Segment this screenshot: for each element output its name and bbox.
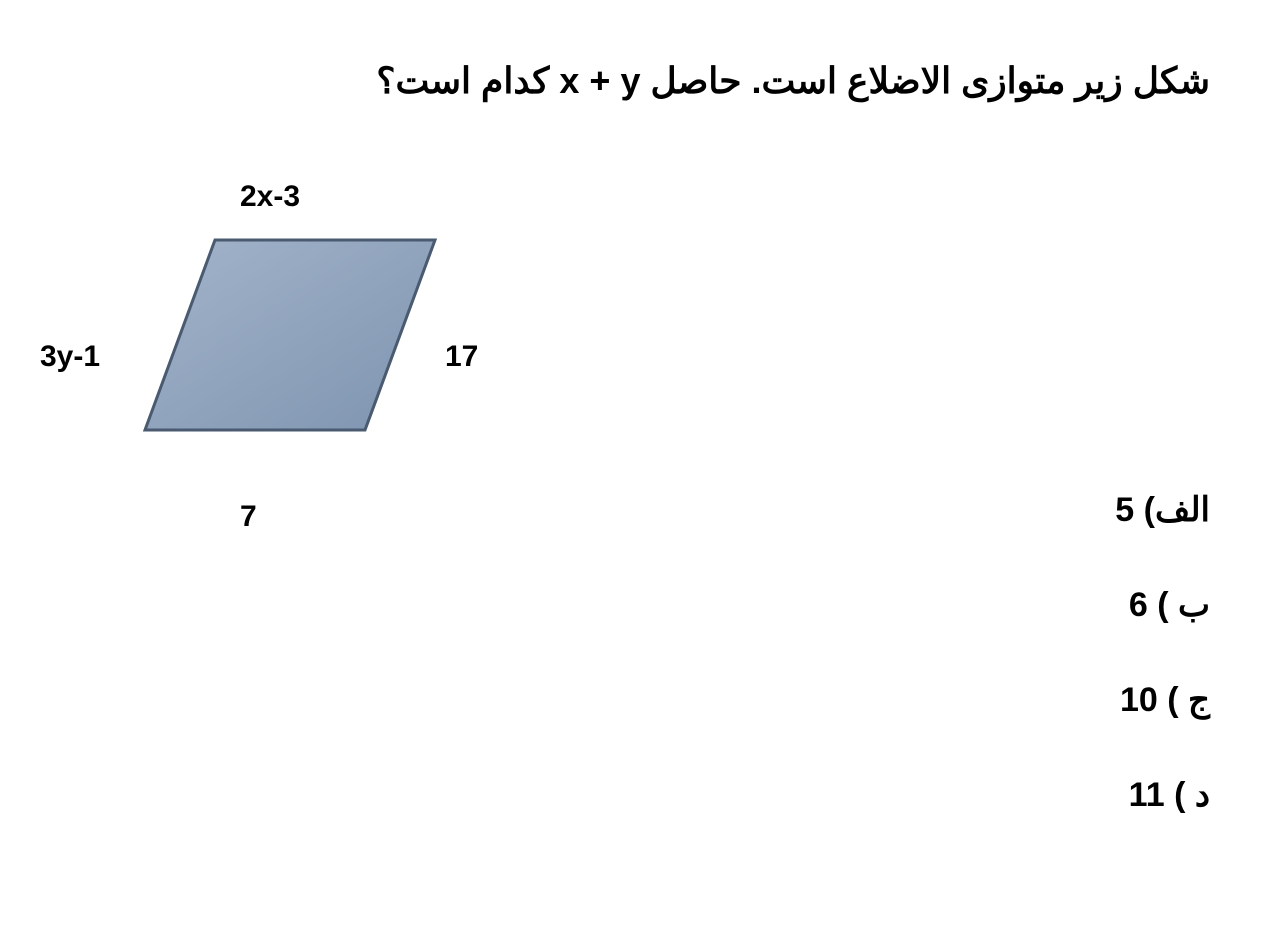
question-expression: x + y bbox=[559, 60, 640, 101]
options-list: الف) 5 ب ) 6 ج ) 10 د ) 11 bbox=[1115, 490, 1210, 870]
parallelogram-poly bbox=[145, 240, 435, 430]
label-top: 2x-3 bbox=[240, 180, 300, 214]
label-right: 17 bbox=[445, 340, 478, 374]
option-a-label: الف) bbox=[1144, 491, 1210, 529]
label-bottom: 7 bbox=[240, 500, 257, 534]
option-b[interactable]: ب ) 6 bbox=[1115, 585, 1210, 625]
parallelogram-shape bbox=[135, 230, 445, 442]
option-b-label: ب ) bbox=[1157, 586, 1210, 624]
option-c-label: ج ) bbox=[1167, 681, 1210, 719]
question-after: کدام است؟ bbox=[376, 60, 549, 101]
option-c[interactable]: ج ) 10 bbox=[1115, 680, 1210, 720]
question-before: شکل زیر متوازی الاضلاع است. حاصل bbox=[640, 60, 1210, 101]
option-a[interactable]: الف) 5 bbox=[1115, 490, 1210, 530]
diagram: 2x-3 3y-1 17 7 bbox=[40, 180, 540, 560]
question-text: شکل زیر متوازی الاضلاع است. حاصل x + y ک… bbox=[70, 60, 1210, 102]
option-d-value: 11 bbox=[1129, 776, 1165, 815]
option-c-value: 10 bbox=[1120, 681, 1158, 720]
option-a-value: 5 bbox=[1115, 491, 1134, 530]
option-d-label: د ) bbox=[1174, 776, 1210, 814]
label-left: 3y-1 bbox=[40, 340, 100, 374]
option-d[interactable]: د ) 11 bbox=[1115, 775, 1210, 815]
option-b-value: 6 bbox=[1129, 586, 1148, 625]
